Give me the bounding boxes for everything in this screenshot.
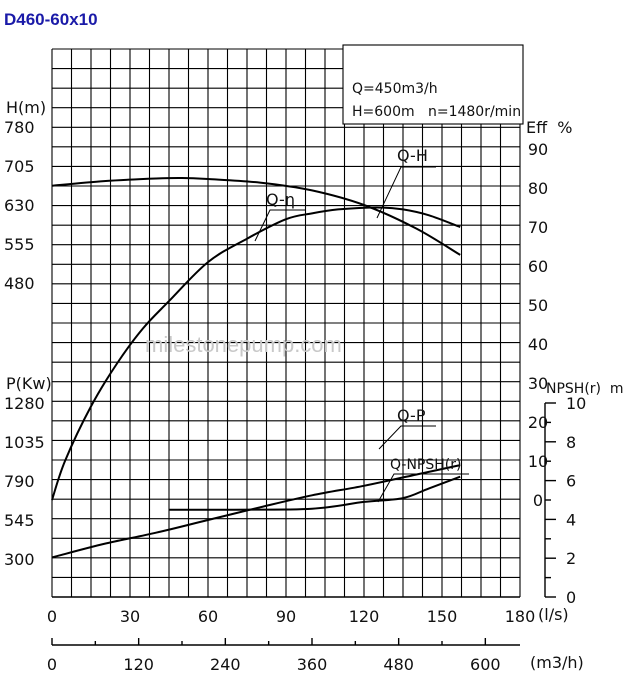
leader-q-p <box>378 425 436 450</box>
p-axis-label: P(Kw) <box>6 374 52 393</box>
x-ls-tick-label: 0 <box>47 607 57 626</box>
x-m3h-tick-label: 480 <box>383 655 414 674</box>
h-tick-label: 555 <box>4 235 35 254</box>
spec-box <box>342 44 524 125</box>
x-ls-tick-label: 120 <box>349 607 380 626</box>
spec-head-speed-label: H=600m n=1480r/min <box>352 104 521 120</box>
eff-tick-label: 40 <box>528 335 548 354</box>
curve-labels: Q-H Q-η Q-P Q-NPSH(r) <box>254 146 469 503</box>
eff-tick-label: 90 <box>528 140 548 159</box>
curve-q-npsh-r <box>168 475 461 511</box>
label-q-p: Q-P <box>397 406 426 425</box>
eff-axis-label: Eff % <box>526 118 573 137</box>
x-m3h-unit-label: (m3/h) <box>530 653 584 672</box>
performance-curves <box>51 176 461 559</box>
npsh-tick-label: 6 <box>566 472 576 491</box>
eff-tick-label: 20 <box>528 413 548 432</box>
p-tick-label: 1280 <box>4 394 45 413</box>
x-m3h-tick-label: 600 <box>470 655 501 674</box>
h-tick-label: 480 <box>4 274 35 293</box>
p-tick-label: 1035 <box>4 433 45 452</box>
eff-tick-label: 70 <box>528 218 548 237</box>
npsh-tick-label: 0 <box>566 588 576 607</box>
npsh-tick-label: 2 <box>566 549 576 568</box>
h-tick-label: 630 <box>4 196 35 215</box>
x-ls-unit-label: (l/s) <box>538 605 569 624</box>
leader-q-npsh-r <box>377 473 469 503</box>
chart-title: D460-60x10 <box>4 10 98 29</box>
p-tick-label: 300 <box>4 550 35 569</box>
curve-q-p <box>51 464 461 559</box>
h-tick-label: 705 <box>4 157 35 176</box>
tick-labels: 4805556307057803005457901035128001020304… <box>4 118 586 674</box>
x-ls-tick-label: 150 <box>427 607 458 626</box>
spec-flow-label: Q=450m3/h <box>352 81 438 97</box>
p-tick-label: 790 <box>4 472 35 491</box>
label-q-h: Q-H <box>397 146 428 165</box>
x-m3h-tick-label: 0 <box>47 655 57 674</box>
label-q-npsh-r: Q-NPSH(r) <box>390 457 461 473</box>
p-tick-label: 545 <box>4 511 35 530</box>
x-ls-tick-label: 90 <box>276 607 296 626</box>
curve-q <box>51 206 461 501</box>
x-ls-tick-label: 180 <box>505 607 536 626</box>
x-ls-tick-label: 60 <box>198 607 218 626</box>
x-m3h-tick-label: 240 <box>210 655 241 674</box>
eff-tick-label: 10 <box>528 452 548 471</box>
watermark: milestonepump.com <box>145 332 342 357</box>
npsh-tick-label: 10 <box>566 394 586 413</box>
eff-tick-label: 50 <box>528 296 548 315</box>
h-tick-label: 780 <box>4 118 35 137</box>
label-q: Q-η <box>266 190 295 209</box>
npsh-tick-label: 8 <box>566 433 576 452</box>
chart-grid <box>51 48 556 646</box>
leader-q-h <box>376 166 436 219</box>
x-ls-tick-label: 30 <box>120 607 140 626</box>
eff-tick-label: 0 <box>533 491 543 510</box>
eff-tick-label: 80 <box>528 179 548 198</box>
x-m3h-tick-label: 120 <box>123 655 154 674</box>
npsh-axis-label: NPSH(r) m <box>546 381 624 397</box>
h-axis-label: H(m) <box>6 98 46 117</box>
curve-q-h <box>51 176 461 256</box>
npsh-tick-label: 4 <box>566 510 576 529</box>
eff-tick-label: 30 <box>528 374 548 393</box>
leader-q <box>254 209 305 242</box>
eff-tick-label: 60 <box>528 257 548 276</box>
x-m3h-tick-label: 360 <box>297 655 328 674</box>
